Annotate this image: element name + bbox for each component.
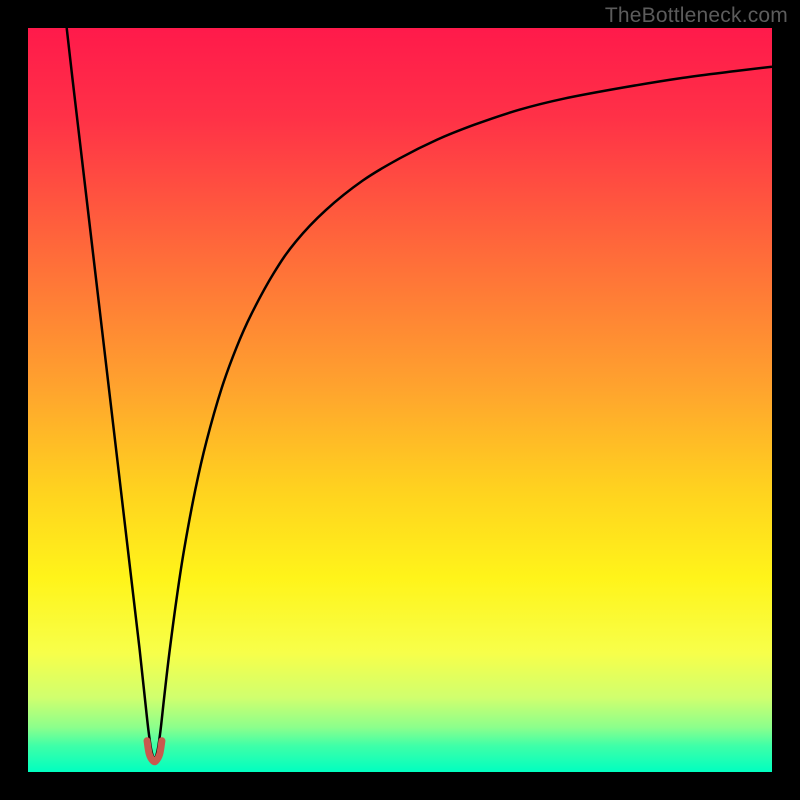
chart-frame: TheBottleneck.com [0, 0, 800, 800]
watermark-text: TheBottleneck.com [605, 4, 788, 28]
bottleneck-chart [0, 0, 800, 800]
